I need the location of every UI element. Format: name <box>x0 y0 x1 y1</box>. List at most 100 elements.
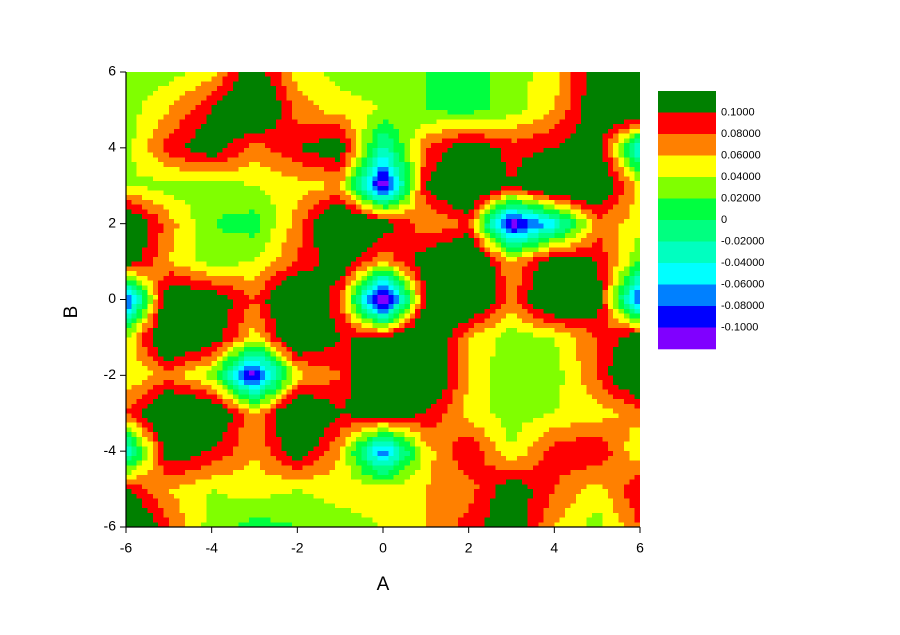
contour-cell <box>291 195 298 201</box>
contour-cell <box>420 105 427 111</box>
contour-cell <box>275 199 282 206</box>
contour-cell <box>372 256 379 263</box>
contour-cell <box>463 214 470 220</box>
contour-cell <box>254 256 261 263</box>
contour-cell <box>259 275 266 282</box>
contour-cell <box>618 119 625 125</box>
contour-cell <box>259 204 266 211</box>
contour-cell <box>420 119 427 125</box>
contour-cell <box>613 280 620 286</box>
contour-cell <box>420 256 427 263</box>
contour-cell <box>259 138 266 144</box>
contour-cell <box>302 72 309 78</box>
contour-cell <box>548 252 555 258</box>
contour-cell <box>222 261 229 267</box>
contour-cell <box>415 86 422 92</box>
contour-cell <box>361 308 368 315</box>
contour-cell <box>249 157 256 163</box>
contour-cell <box>254 313 261 320</box>
contour-cell <box>452 195 459 201</box>
contour-cell <box>559 256 566 263</box>
contour-cell <box>565 119 571 125</box>
contour-cell <box>286 261 293 267</box>
contour-cell <box>457 109 464 116</box>
contour-cell <box>591 152 598 158</box>
contour-cell <box>618 162 625 168</box>
contour-cell <box>238 261 245 267</box>
contour-cell <box>623 256 630 263</box>
contour-cell <box>147 181 154 187</box>
contour-cell <box>468 247 475 253</box>
contour-cell <box>200 95 207 102</box>
contour-cell <box>356 247 363 253</box>
contour-cell <box>211 119 218 125</box>
contour-cell <box>238 185 245 192</box>
contour-cell <box>629 190 636 196</box>
contour-cell <box>383 114 389 120</box>
contour-cell <box>329 176 336 182</box>
contour-cell <box>163 252 170 258</box>
contour-cell <box>452 185 459 192</box>
contour-cell <box>393 190 400 196</box>
contour-cell <box>538 181 545 187</box>
contour-cell <box>152 252 159 258</box>
contour-cell <box>468 233 475 239</box>
contour-cell <box>265 143 272 149</box>
contour-cell <box>559 119 566 125</box>
contour-cell <box>308 95 314 102</box>
contour-cell <box>308 152 314 158</box>
contour-cell <box>211 237 218 244</box>
contour-cell <box>238 195 245 201</box>
contour-cell <box>195 237 202 244</box>
contour-cell <box>313 199 320 206</box>
contour-cell <box>217 308 223 315</box>
contour-cell <box>281 332 288 339</box>
contour-cell <box>548 166 555 173</box>
contour-cell <box>575 105 582 111</box>
contour-cell <box>415 81 422 87</box>
contour-cell <box>350 294 357 301</box>
contour-cell <box>308 323 314 329</box>
contour-cell <box>634 162 641 168</box>
contour-cell <box>399 233 406 239</box>
contour-cell <box>174 171 181 177</box>
contour-cell <box>329 318 336 324</box>
contour-cell <box>554 119 561 125</box>
contour-cell <box>206 214 213 220</box>
contour-cell <box>591 218 598 225</box>
contour-cell <box>361 171 368 177</box>
contour-cell <box>484 185 491 192</box>
contour-cell <box>399 162 406 168</box>
contour-cell <box>142 181 149 187</box>
contour-cell <box>174 218 181 225</box>
contour-cell <box>522 90 529 97</box>
contour-cell <box>308 128 314 135</box>
contour-cell <box>206 100 213 106</box>
contour-cell <box>297 304 304 310</box>
contour-cell <box>238 308 245 315</box>
contour-cell <box>522 185 529 192</box>
contour-cell <box>484 204 491 211</box>
contour-cell <box>184 171 191 177</box>
contour-cell <box>602 171 609 177</box>
contour-cell <box>388 271 395 277</box>
contour-cell <box>211 294 218 301</box>
contour-cell <box>490 166 497 173</box>
contour-cell <box>308 266 314 272</box>
contour-cell <box>147 100 154 106</box>
contour-cell <box>436 218 443 225</box>
contour-cell <box>254 72 261 78</box>
contour-cell <box>495 162 502 168</box>
contour-cell <box>479 157 486 163</box>
contour-cell <box>474 90 480 97</box>
contour-cell <box>142 105 149 111</box>
contour-cell <box>372 204 379 211</box>
contour-cell <box>452 190 459 196</box>
contour-cell <box>318 95 325 102</box>
contour-cell <box>324 147 331 154</box>
contour-cell <box>195 81 202 87</box>
contour-cell <box>136 308 143 315</box>
contour-cell <box>548 285 555 291</box>
contour-cell <box>227 114 234 120</box>
contour-cell <box>581 105 588 111</box>
